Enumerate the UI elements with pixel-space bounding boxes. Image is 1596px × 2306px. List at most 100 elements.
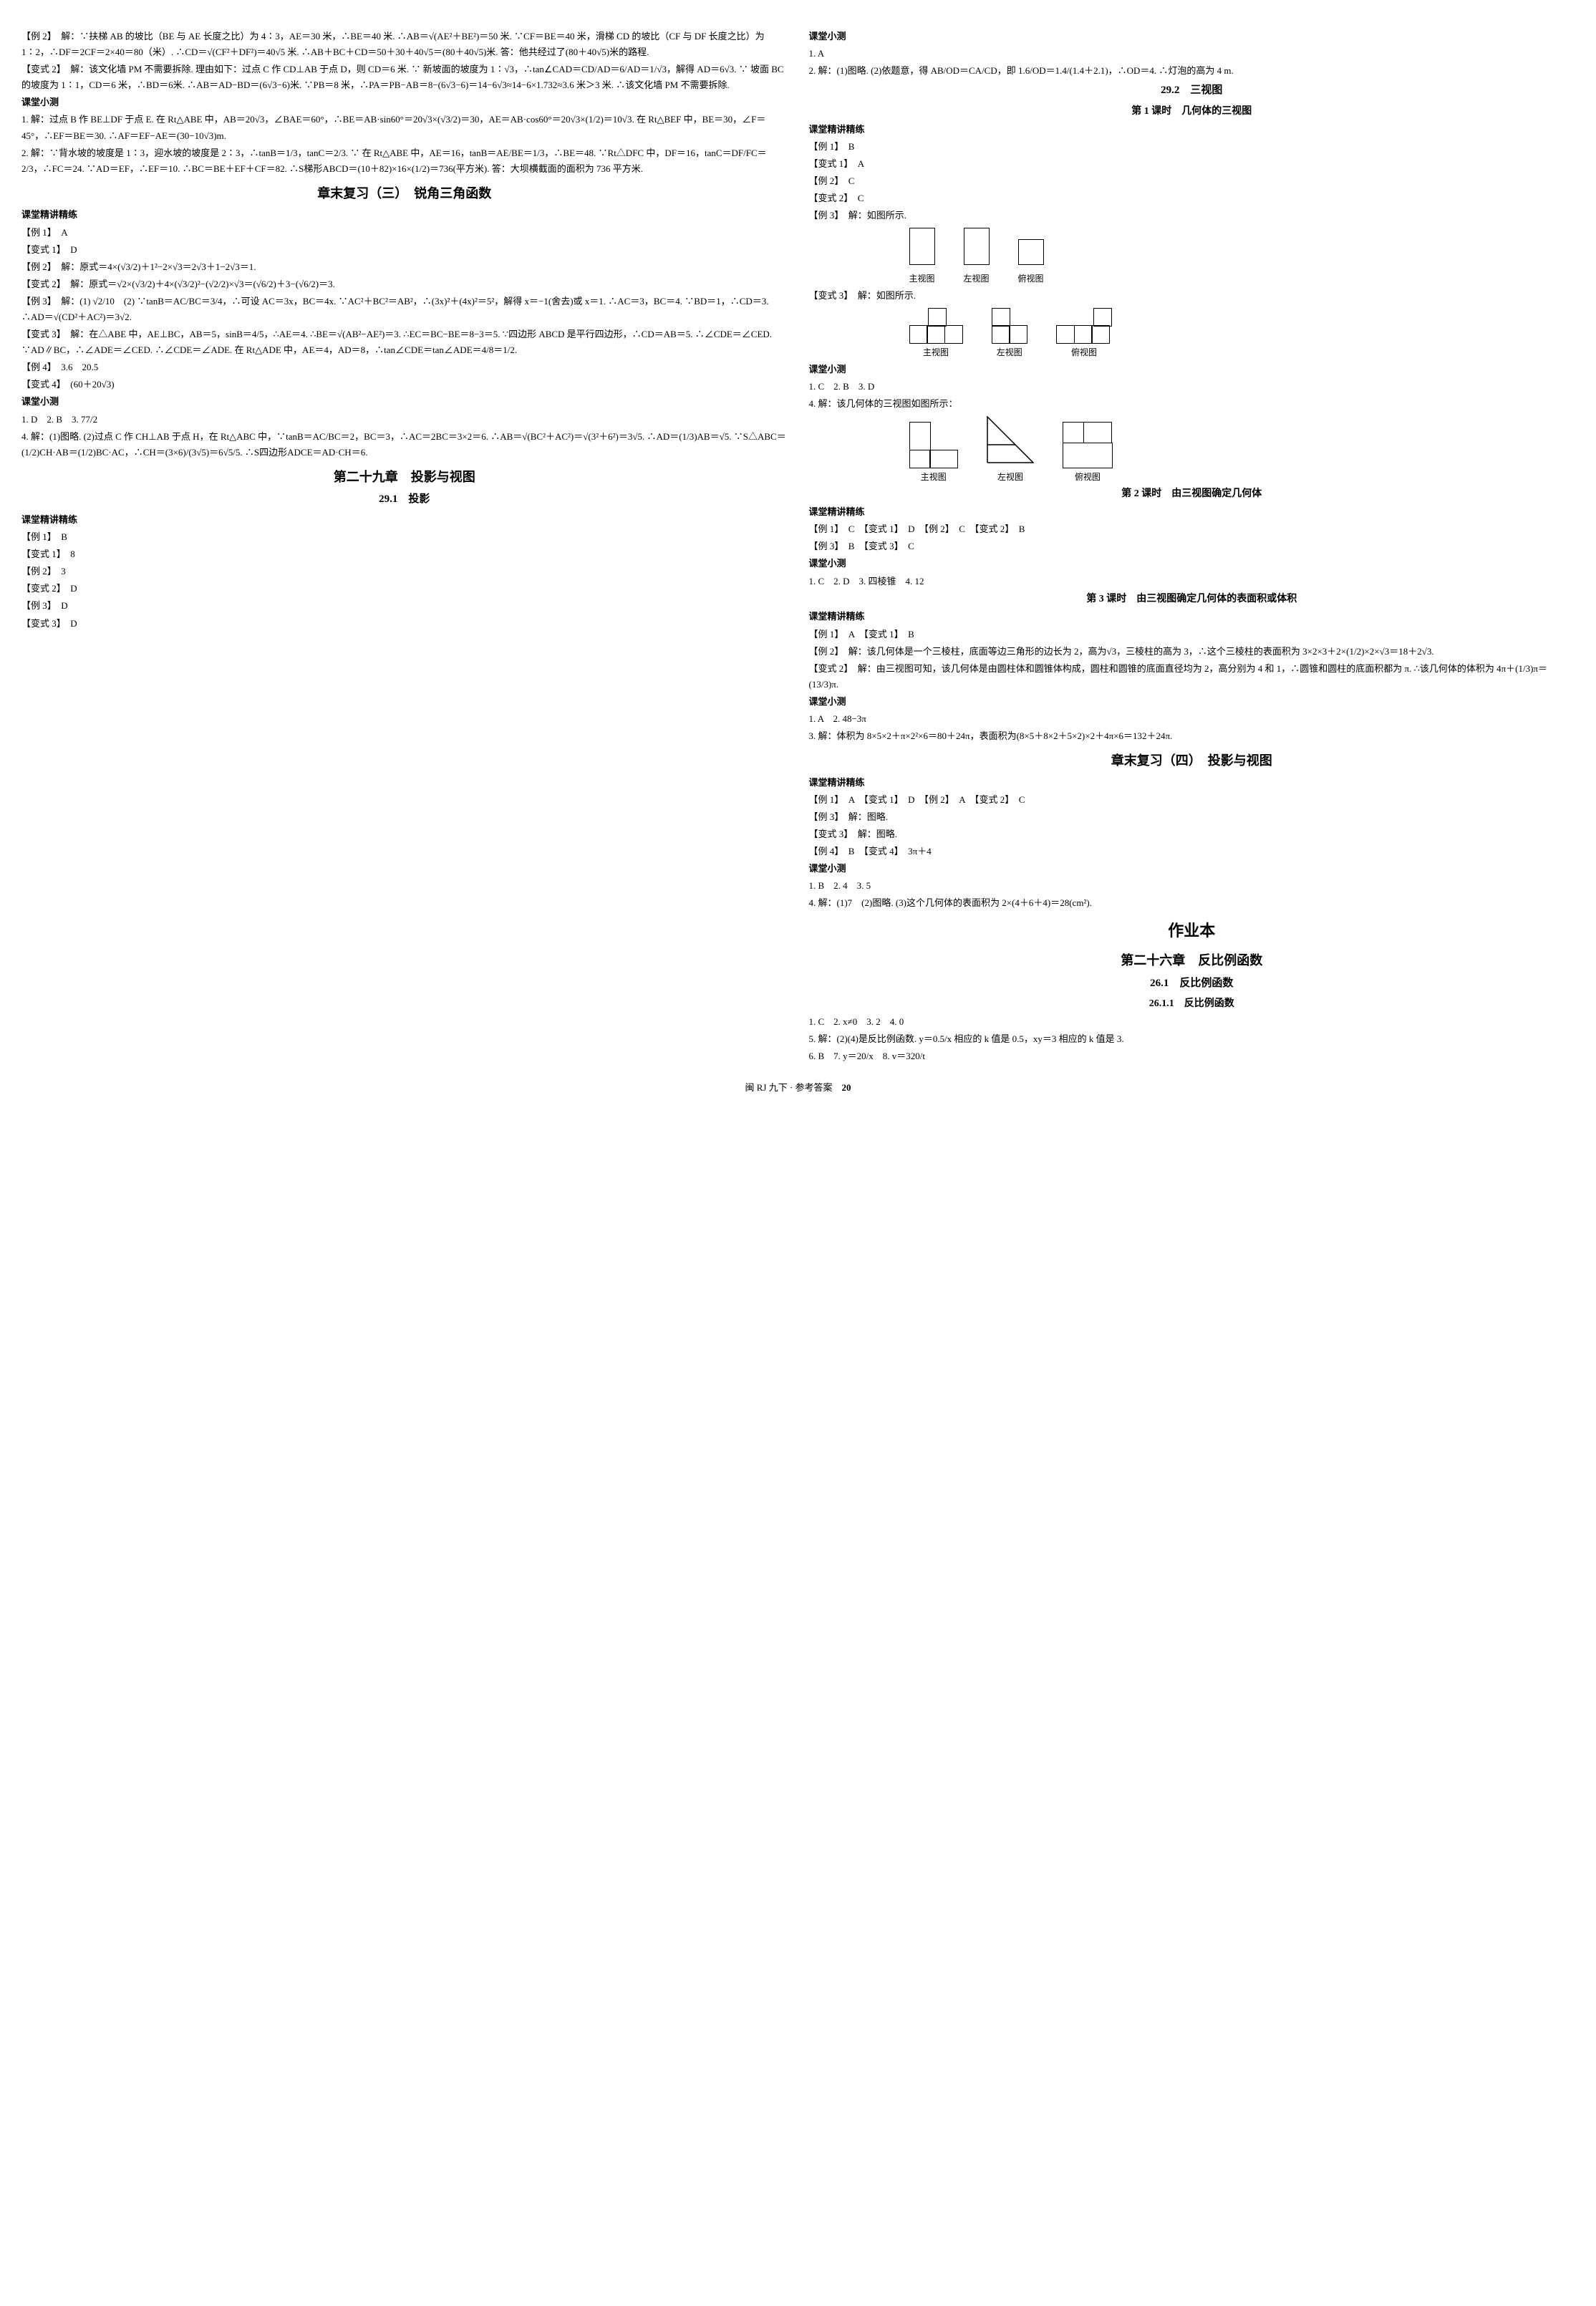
r4-row3: 【变式 3】 解：图略. [809, 826, 1575, 842]
p-var2: 【变式 2】 D [21, 581, 788, 597]
view-box [909, 325, 928, 344]
kt5-heading: 课堂小测 [809, 861, 1575, 877]
chapter-26-title: 第二十六章 反比例函数 [809, 950, 1575, 972]
r-ex3: 【例 3】 解：如图所示. [809, 208, 1575, 223]
view-stack [1063, 422, 1113, 468]
view-box [909, 450, 931, 468]
section-29-1-title: 29.1 投影 [21, 491, 788, 509]
view-box [992, 308, 1010, 327]
view-stack [909, 308, 963, 344]
view-box [1093, 308, 1112, 327]
top-view-3: 俯视图 [1063, 422, 1113, 484]
kt-heading-1: 课堂小测 [21, 95, 788, 110]
three-view-diagram-3: 主视图 左视图 俯视图 [909, 416, 1575, 484]
kt-heading-r: 课堂小测 [809, 29, 1575, 44]
view-box [1091, 325, 1110, 344]
kt5-q4: 4. 解：(1)7 (2)图略. (3)这个几何体的表面积为 2×(4＋6＋4)… [809, 895, 1575, 911]
r-var2: 【变式 2】 C [809, 190, 1575, 206]
kt2-r-heading: 课堂小测 [809, 362, 1575, 377]
three-view-diagram-1: 主视图 左视图 俯视图 [909, 228, 1575, 286]
r4-row1: 【例 1】 A 【变式 1】 D 【例 2】 A 【变式 2】 C [809, 792, 1575, 808]
left-view-svg [987, 416, 1034, 463]
kjl3-heading: 课堂精讲精练 [809, 609, 1575, 624]
p-var3: 【变式 3】 D [21, 616, 788, 632]
kt3-row1: 1. C 2. D 3. 四棱锥 4. 12 [809, 574, 1575, 589]
kt5-row1: 1. B 2. 4 3. 5 [809, 878, 1575, 894]
view-box [909, 228, 935, 265]
view-box [1009, 325, 1027, 344]
l-ex1: 【例 1】 A [21, 225, 788, 241]
l-var2: 【变式 2】 解：原式＝√2×(√3/2)＋4×(√3/2)²−(√2/2)×√… [21, 276, 788, 292]
l-var1: 【变式 1】 D [21, 242, 788, 258]
view-stack [992, 308, 1028, 344]
homework-title: 作业本 [809, 917, 1575, 944]
r-var1: 【变式 1】 A [809, 156, 1575, 172]
hw-row2: 6. B 7. y＝20/x 8. v＝320/t [809, 1048, 1575, 1064]
l3-row1: 【例 1】 A 【变式 1】 B [809, 627, 1575, 642]
l3-var2: 【变式 2】 解：由三视图可知，该几何体是由圆柱体和圆锥体构成，圆柱和圆锥的底面… [809, 661, 1575, 693]
view-stack [1056, 308, 1112, 344]
kjl2-heading: 课堂精讲精练 [21, 512, 788, 528]
hw-q5: 5. 解：(2)(4)是反比例函数. y＝0.5/x 相应的 k 值是 0.5，… [809, 1031, 1575, 1047]
view-box [992, 325, 1010, 344]
kt4-row1: 1. A 2. 48−3π [809, 711, 1575, 727]
main-view-3: 主视图 [909, 422, 959, 484]
view-box [928, 308, 947, 327]
view-box [1063, 443, 1113, 468]
kjl-r-heading: 课堂精讲精练 [809, 122, 1575, 138]
page-number: 20 [842, 1082, 851, 1093]
l2-row2: 【例 3】 B 【变式 3】 C [809, 539, 1575, 554]
top-view-caption: 俯视图 [1018, 271, 1044, 286]
footer-left: 闽 RJ 九下 · 参考答案 [745, 1082, 832, 1093]
view-box [927, 325, 945, 344]
chapter-review-3-title: 章末复习（三） 锐角三角函数 [21, 183, 788, 205]
main-view-caption: 主视图 [909, 345, 963, 360]
l-ex2: 【例 2】 解：原式＝4×(√3/2)＋1²−2×√3＝2√3＋1−2√3＝1. [21, 259, 788, 275]
chapter-review-4-title: 章末复习（四） 投影与视图 [809, 750, 1575, 772]
p-var1: 【变式 1】 8 [21, 546, 788, 562]
kt2-r-row1: 1. C 2. B 3. D [809, 379, 1575, 395]
r4-row2: 【例 3】 解：图略. [809, 809, 1575, 825]
kt2-q4: 4. 解：(1)图略. (2)过点 C 作 CH⊥AB 于点 H，在 Rt△AB… [21, 429, 788, 460]
kt2-heading: 课堂小测 [21, 394, 788, 410]
page-footer: 闽 RJ 九下 · 参考答案 20 [21, 1080, 1575, 1096]
left-view-caption: 左视图 [964, 271, 990, 286]
r4-row4: 【例 4】 B 【变式 4】 3π＋4 [809, 844, 1575, 859]
kjl4-heading: 课堂精讲精练 [809, 775, 1575, 791]
top-view-caption: 俯视图 [1056, 345, 1112, 360]
view-box [1056, 325, 1075, 344]
variant-2: 【变式 2】 解：该文化墙 PM 不需要拆除. 理由如下：过点 C 作 CD⊥A… [21, 62, 788, 93]
kjl2-r-heading: 课堂精讲精练 [809, 504, 1575, 520]
left-column: 【例 2】 解：∵扶梯 AB 的坡比（BE 与 AE 长度之比）为 4∶3，AE… [21, 29, 788, 1066]
view-box [944, 325, 963, 344]
r-ex1: 【例 1】 B [809, 139, 1575, 155]
l2-row1: 【例 1】 C 【变式 1】 D 【例 2】 C 【变式 2】 B [809, 521, 1575, 537]
kt2-r-q4: 4. 解：该几何体的三视图如图所示： [809, 396, 1575, 412]
three-view-diagram-2: 主视图 左视图 [909, 308, 1575, 360]
kjl-heading: 课堂精讲精练 [21, 207, 788, 223]
l-var3: 【变式 3】 解：在△ABE 中，AE⊥BC，AB＝5，sinB＝4/5，∴AE… [21, 327, 788, 358]
main-view-caption: 主视图 [909, 470, 959, 484]
top-view-2: 俯视图 [1056, 308, 1112, 360]
l-ex4: 【例 4】 3.6 20.5 [21, 360, 788, 375]
section-29-2-title: 29.2 三视图 [809, 82, 1575, 100]
left-view-2: 左视图 [992, 308, 1028, 360]
left-view-caption: 左视图 [992, 345, 1028, 360]
lesson-1-title: 第 1 课时 几何体的三视图 [809, 103, 1575, 120]
view-stack [909, 422, 959, 468]
view-box [964, 228, 990, 265]
kt-r-2: 2. 解：(1)图略. (2)依题意，得 AB/OD＝CA/CD，即 1.6/O… [809, 63, 1575, 79]
example-2: 【例 2】 解：∵扶梯 AB 的坡比（BE 与 AE 长度之比）为 4∶3，AE… [21, 29, 788, 60]
main-view-caption: 主视图 [909, 271, 935, 286]
section-26-1-1-title: 26.1.1 反比例函数 [809, 995, 1575, 1013]
view-box [1018, 239, 1044, 265]
main-view-2: 主视图 [909, 308, 963, 360]
main-view-1: 主视图 [909, 228, 935, 286]
kt-r-1: 1. A [809, 46, 1575, 62]
kt4-heading: 课堂小测 [809, 694, 1575, 710]
kt3-heading: 课堂小测 [809, 556, 1575, 571]
view-box [1074, 325, 1093, 344]
kt4-q3: 3. 解：体积为 8×5×2＋π×2²×6＝80＋24π，表面积为(8×5＋8×… [809, 728, 1575, 744]
left-view-1: 左视图 [964, 228, 990, 286]
top-view-caption: 俯视图 [1063, 470, 1113, 484]
